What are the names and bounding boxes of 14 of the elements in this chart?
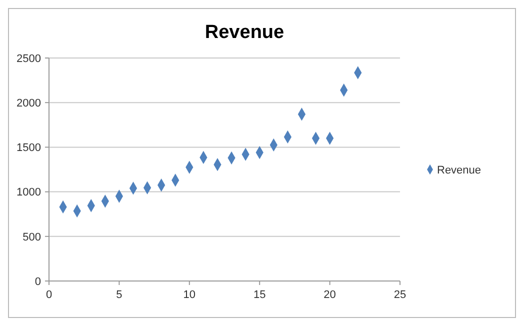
y-tick-label: 1000 xyxy=(16,186,41,199)
legend-label: Revenue xyxy=(437,164,482,176)
chart-title: Revenue xyxy=(204,22,284,43)
x-tick-label: 25 xyxy=(394,289,406,301)
y-tick-label: 1500 xyxy=(16,142,41,154)
x-tick-label: 20 xyxy=(324,289,336,301)
y-tick-label: 2000 xyxy=(16,97,41,110)
y-tick-label: 2500 xyxy=(16,52,41,65)
x-tick-label: 15 xyxy=(253,289,266,301)
y-tick-label: 0 xyxy=(34,276,41,288)
x-tick-label: 5 xyxy=(116,289,122,301)
y-tick-label: 500 xyxy=(22,231,41,244)
x-tick-label: 10 xyxy=(183,289,196,301)
x-tick-label: 0 xyxy=(46,289,52,301)
